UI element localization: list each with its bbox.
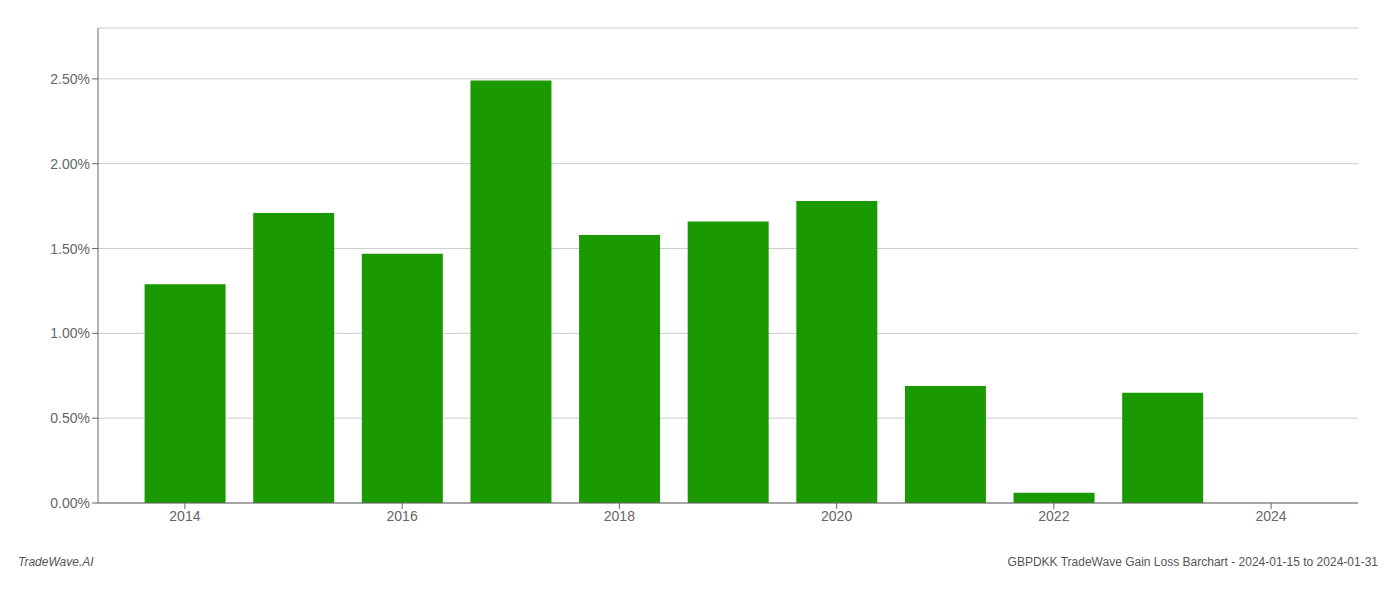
svg-text:2016: 2016 (387, 508, 418, 524)
svg-text:1.50%: 1.50% (50, 241, 90, 257)
svg-text:2022: 2022 (1038, 508, 1069, 524)
svg-text:2020: 2020 (821, 508, 852, 524)
svg-text:0.50%: 0.50% (50, 410, 90, 426)
svg-text:0.00%: 0.00% (50, 495, 90, 511)
svg-text:2024: 2024 (1256, 508, 1287, 524)
html-text:TradeWave.AI: TradeWave.AI (18, 555, 94, 569)
svg-text:1.00%: 1.00% (50, 325, 90, 341)
svg-text:2014: 2014 (169, 508, 200, 524)
html-text:GBPDKK TradeWave Gain Loss Bar: GBPDKK TradeWave Gain Loss Barchart - 20… (1007, 555, 1378, 569)
svg-text:2.50%: 2.50% (50, 71, 90, 87)
svg-text:2.00%: 2.00% (50, 156, 90, 172)
svg-text:2018: 2018 (604, 508, 635, 524)
